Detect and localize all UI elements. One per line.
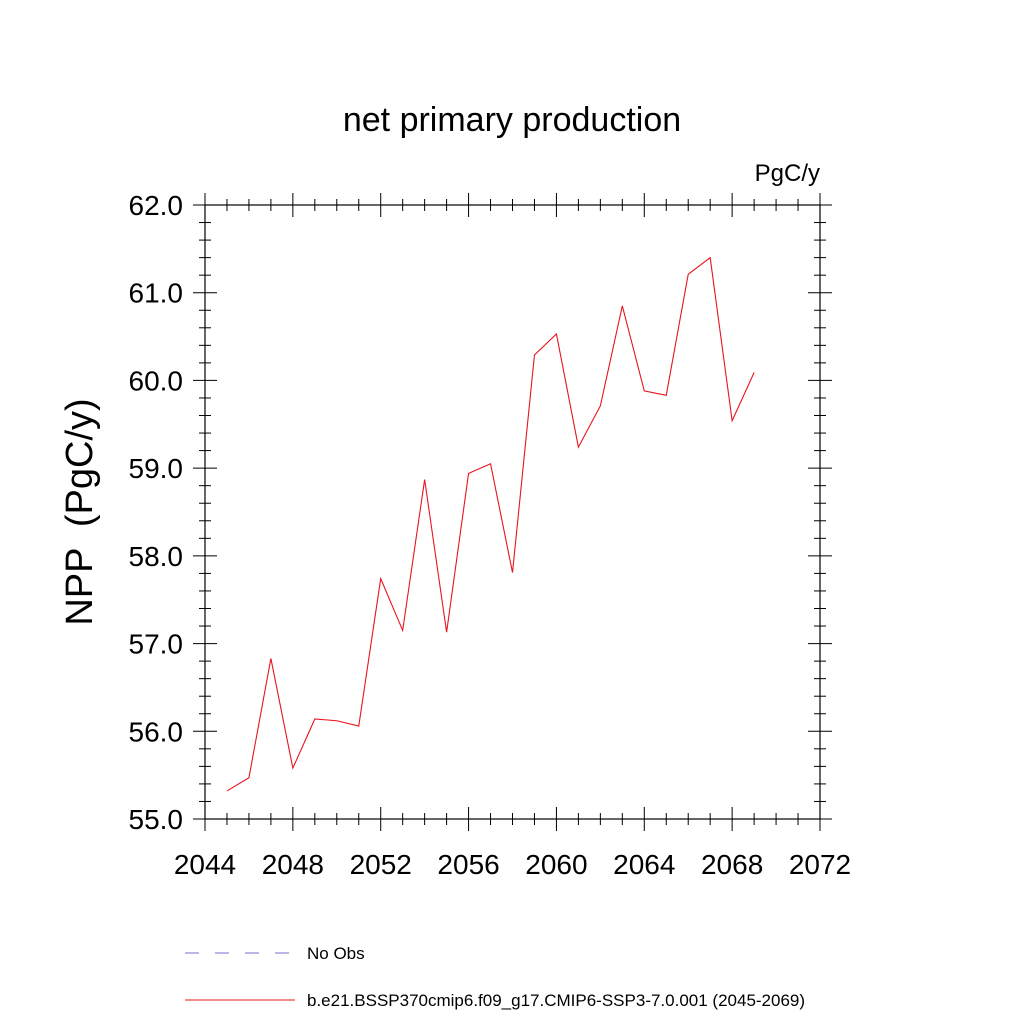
y-tick-label: 59.0: [129, 453, 184, 484]
y-tick-labels: 55.0 56.0 57.0 58.0 59.0 60.0 61.0 62.0: [129, 190, 184, 835]
plot-series: [226, 256, 755, 792]
series-line-model-run: [226, 256, 755, 792]
x-tick-label: 2064: [613, 849, 675, 880]
x-tick-label: 2060: [525, 849, 587, 880]
x-tick-label: 2048: [262, 849, 324, 880]
legend: No Obs b.e21.BSSP370cmip6.f09_g17.CMIP6-…: [185, 944, 805, 1010]
y-tick-label: 58.0: [129, 541, 184, 572]
units-label: PgC/y: [755, 160, 820, 187]
plot-frame: [204, 204, 821, 820]
x-tick-label: 2044: [174, 849, 236, 880]
chart-title: net primary production: [343, 101, 681, 139]
x-tick-label: 2068: [701, 849, 763, 880]
y-tick-label: 56.0: [129, 716, 184, 747]
x-tick-label: 2056: [437, 849, 499, 880]
legend-label-no-obs: No Obs: [307, 944, 365, 963]
y-tick-label: 57.0: [129, 629, 184, 660]
minor-ticks: [199, 199, 826, 825]
legend-label-model-run: b.e21.BSSP370cmip6.f09_g17.CMIP6-SSP3-7.…: [307, 991, 805, 1010]
y-axis-label: NPP (PgC/y): [59, 398, 101, 625]
y-tick-label: 62.0: [129, 190, 184, 221]
x-tick-labels: 2044 2048 2052 2056 2060 2064 2068 2072: [174, 849, 851, 880]
x-tick-label: 2052: [350, 849, 412, 880]
y-tick-label: 61.0: [129, 278, 184, 309]
x-tick-label: 2072: [789, 849, 851, 880]
y-tick-label: 55.0: [129, 804, 184, 835]
major-ticks: [193, 193, 832, 831]
y-tick-label: 60.0: [129, 365, 184, 396]
